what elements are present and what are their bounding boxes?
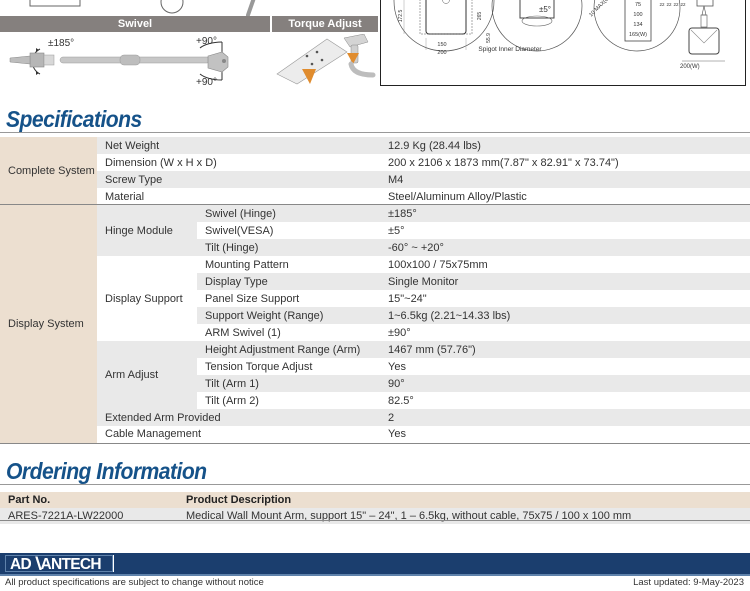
svg-text:265: 265	[477, 12, 483, 21]
svg-text:100: 100	[633, 12, 642, 18]
svg-text:Spigot Inner Diameter: Spigot Inner Diameter	[478, 46, 542, 53]
svg-text:+90°: +90°	[196, 77, 217, 86]
svg-text:165(W): 165(W)	[629, 32, 647, 38]
svg-text:75: 75	[635, 2, 641, 8]
svg-text:±185°: ±185°	[48, 38, 74, 49]
svg-text:150: 150	[437, 42, 446, 48]
svg-text:AD: AD	[10, 556, 31, 573]
svg-text:22: 22	[666, 2, 672, 7]
svg-text:200(W): 200(W)	[680, 64, 700, 70]
svg-text:172.5: 172.5	[398, 10, 404, 23]
svg-text:+90°: +90°	[196, 36, 217, 47]
svg-text:ANTECH: ANTECH	[41, 556, 102, 573]
svg-text:10 MAX(0.7): 10 MAX(0.7)	[588, 0, 614, 18]
svg-text:22: 22	[673, 2, 679, 7]
svg-text:134: 134	[633, 22, 642, 28]
svg-text:55.9: 55.9	[486, 33, 492, 43]
svg-text:22: 22	[659, 2, 665, 7]
svg-text:200: 200	[437, 50, 446, 56]
